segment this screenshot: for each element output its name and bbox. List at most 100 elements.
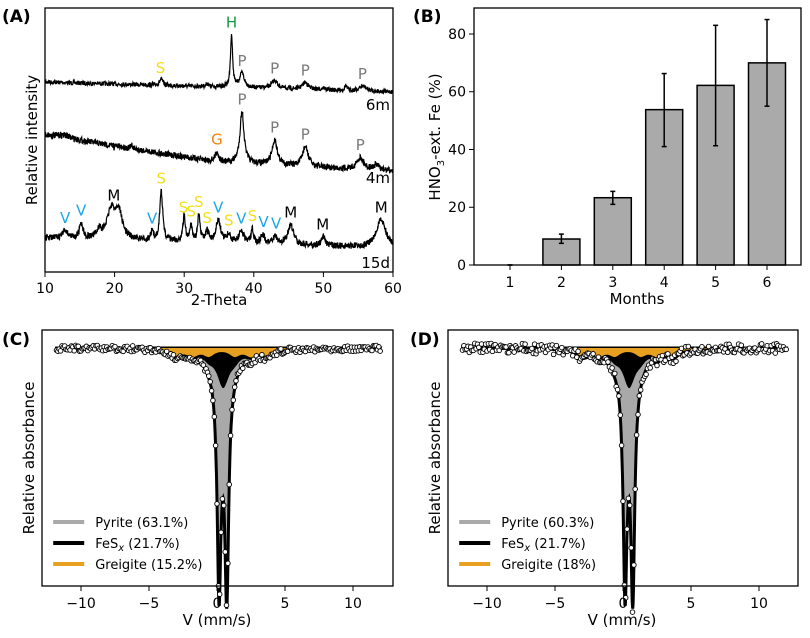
x-tick-label: 5 — [687, 596, 696, 612]
data-point — [612, 370, 618, 377]
data-point — [226, 481, 232, 488]
peak-label-P: P — [356, 136, 365, 154]
peak-label-M: M — [284, 204, 297, 222]
panel-label-b: (B) — [413, 7, 442, 27]
data-point — [614, 386, 621, 393]
panel-label-c: (C) — [2, 330, 30, 350]
data-point — [207, 378, 213, 385]
data-point — [112, 343, 118, 350]
peak-label-P: P — [237, 52, 246, 70]
data-point — [225, 560, 231, 567]
peak-label-V: V — [147, 209, 158, 227]
data-point — [595, 354, 602, 360]
x-axis-label-c: V (mm/s) — [183, 611, 252, 629]
data-point — [377, 348, 383, 354]
data-point — [643, 371, 649, 378]
legend-subscript: x — [117, 543, 124, 554]
data-point — [210, 397, 216, 404]
data-point — [511, 349, 517, 355]
data-point — [629, 609, 636, 615]
data-point — [622, 594, 629, 601]
trace-label: 6m — [366, 96, 390, 114]
data-point — [129, 343, 136, 349]
data-point — [231, 384, 238, 390]
data-point — [705, 343, 712, 350]
legend-label-greigite: Greigite (18%) — [501, 558, 596, 573]
legend-pct: (21.7%) — [530, 537, 586, 552]
legend-pct: (60.3%) — [539, 516, 595, 531]
peak-label-V: V — [236, 209, 247, 227]
data-point — [633, 432, 640, 438]
x-tick-label: 3 — [608, 275, 617, 291]
y-tick-label: 0 — [457, 258, 466, 274]
legend-name: Pyrite — [95, 516, 133, 531]
data-point — [218, 529, 224, 536]
data-point — [637, 387, 644, 393]
xrd-trace-6m — [44, 34, 394, 95]
legend-name: FeS — [501, 537, 524, 552]
data-point — [223, 602, 230, 608]
greigite-component-fill — [56, 348, 381, 358]
data-point — [553, 342, 560, 349]
x-tick-label: 10 — [344, 596, 362, 612]
peak-label-H: H — [226, 13, 237, 31]
legend-pct: (18%) — [553, 558, 596, 573]
x-tick-label: 4 — [660, 275, 669, 291]
legend-label-fes: FeSx (21.7%) — [501, 537, 586, 554]
peak-label-G: G — [211, 131, 223, 149]
y-tick-label: 60 — [448, 85, 466, 101]
y-tick-label: 80 — [448, 27, 466, 43]
data-point — [214, 501, 220, 507]
plot-frame-a — [44, 7, 394, 273]
data-point — [233, 378, 239, 384]
peak-label-M: M — [316, 215, 329, 233]
x-tick-label: 2 — [557, 275, 566, 291]
data-point — [635, 411, 641, 418]
x-tick-label: −5 — [545, 596, 566, 612]
data-point — [624, 526, 630, 532]
data-point — [636, 393, 643, 399]
data-point — [208, 388, 215, 394]
plot-frame-b — [473, 7, 802, 266]
data-point — [200, 362, 207, 368]
legend-name: Greigite — [501, 558, 553, 573]
x-tick-label: 50 — [314, 281, 332, 297]
data-point — [71, 348, 77, 354]
peak-label-V: V — [271, 215, 282, 233]
x-tick-label: −5 — [139, 596, 160, 612]
data-point — [575, 348, 581, 355]
data-point — [230, 397, 237, 403]
data-point — [216, 591, 223, 597]
trace-label: 15d — [361, 254, 390, 272]
peak-label-S: S — [202, 209, 212, 227]
legend-name: FeS — [95, 537, 118, 552]
data-point — [783, 346, 789, 353]
panel-d: (D) −10 −5 0 5 10 Pyrite (60.3%) FeSx (21.7%)… — [410, 329, 799, 629]
data-point — [609, 365, 615, 371]
data-point — [496, 347, 502, 354]
legend-pct: (63.1%) — [133, 516, 189, 531]
peak-label-S: S — [156, 169, 166, 187]
data-point — [590, 351, 596, 357]
bars — [507, 18, 787, 266]
x-tick-label: 60 — [384, 281, 402, 297]
xrd-trace-15d — [44, 188, 394, 250]
data-point — [628, 545, 634, 551]
data-point — [219, 496, 226, 502]
data-point — [758, 341, 765, 347]
x-tick-label: 10 — [36, 281, 54, 297]
panel-label-a: (A) — [2, 7, 31, 27]
x-ticks-c: −10 −5 0 5 10 — [66, 586, 362, 612]
data-point — [369, 347, 375, 354]
peak-label-V: V — [258, 213, 269, 231]
legend-label-greigite: Greigite (15.2%) — [95, 558, 202, 573]
peak-label-P: P — [270, 59, 279, 77]
data-point — [620, 498, 626, 504]
greigite-component-fill — [462, 348, 787, 358]
data-point — [550, 351, 557, 358]
x-tick-label: 5 — [281, 596, 290, 612]
data-point — [278, 346, 284, 352]
peak-label-M: M — [375, 199, 388, 217]
data-point — [221, 502, 227, 509]
